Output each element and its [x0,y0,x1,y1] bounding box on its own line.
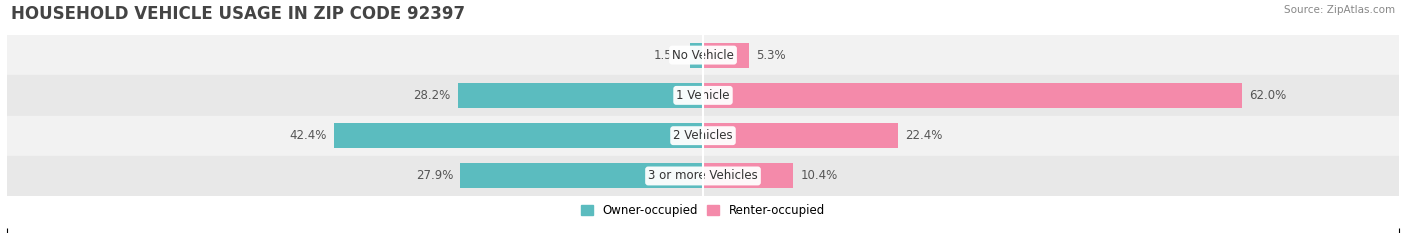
Bar [460,164,703,188]
Text: 62.0%: 62.0% [1250,89,1286,102]
Bar [7,35,1399,75]
Bar [458,83,703,108]
Bar [335,123,703,148]
Text: 10.4%: 10.4% [800,169,838,182]
Text: 27.9%: 27.9% [416,169,453,182]
Bar [703,123,898,148]
Text: 2 Vehicles: 2 Vehicles [673,129,733,142]
Text: 3 or more Vehicles: 3 or more Vehicles [648,169,758,182]
Legend: Owner-occupied, Renter-occupied: Owner-occupied, Renter-occupied [576,199,830,222]
Bar [703,83,1243,108]
Bar [703,164,793,188]
Bar [7,116,1399,156]
Text: 42.4%: 42.4% [290,129,328,142]
Text: 1 Vehicle: 1 Vehicle [676,89,730,102]
Text: Source: ZipAtlas.com: Source: ZipAtlas.com [1284,5,1395,15]
Text: HOUSEHOLD VEHICLE USAGE IN ZIP CODE 92397: HOUSEHOLD VEHICLE USAGE IN ZIP CODE 9239… [11,5,465,23]
Bar [703,43,749,68]
Bar [7,75,1399,116]
Bar [7,156,1399,196]
Text: 28.2%: 28.2% [413,89,451,102]
Text: No Vehicle: No Vehicle [672,49,734,62]
Text: 5.3%: 5.3% [756,49,786,62]
Bar [690,43,703,68]
Text: 1.5%: 1.5% [654,49,683,62]
Text: 22.4%: 22.4% [905,129,942,142]
